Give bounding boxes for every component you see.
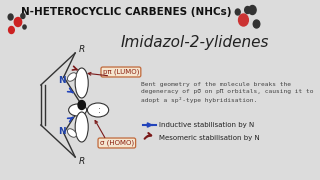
Circle shape — [245, 6, 250, 14]
Text: Inductive stabilisation by N: Inductive stabilisation by N — [159, 122, 254, 128]
Text: :: : — [98, 105, 101, 114]
Circle shape — [23, 25, 26, 29]
Circle shape — [14, 17, 22, 26]
Circle shape — [253, 20, 260, 28]
Text: Mesomeric stabilisation by N: Mesomeric stabilisation by N — [159, 135, 260, 141]
Circle shape — [238, 14, 248, 26]
Text: N: N — [58, 127, 66, 136]
Circle shape — [8, 14, 13, 20]
Text: Bent geometry of the molecule breaks the
degeneracy of pσ on pπ orbitals, causin: Bent geometry of the molecule breaks the… — [141, 82, 314, 102]
Text: N: N — [58, 75, 66, 84]
Ellipse shape — [68, 129, 76, 137]
FancyArrowPatch shape — [72, 66, 77, 70]
FancyArrowPatch shape — [145, 133, 151, 139]
Text: Imidazol-2-ylidenes: Imidazol-2-ylidenes — [120, 35, 269, 50]
Ellipse shape — [87, 103, 109, 117]
Text: R: R — [79, 44, 85, 53]
Circle shape — [9, 26, 14, 33]
Ellipse shape — [75, 112, 88, 142]
Circle shape — [235, 9, 240, 15]
Ellipse shape — [68, 104, 87, 116]
Text: σ (HOMO): σ (HOMO) — [100, 140, 134, 146]
Ellipse shape — [68, 73, 76, 81]
Circle shape — [78, 100, 85, 109]
Text: pπ (LUMO): pπ (LUMO) — [103, 69, 139, 75]
Circle shape — [249, 6, 256, 15]
Text: R: R — [79, 158, 85, 166]
Circle shape — [21, 14, 25, 19]
Text: N-HETEROCYCLIC CARBENES (NHCs): N-HETEROCYCLIC CARBENES (NHCs) — [21, 7, 232, 17]
Ellipse shape — [75, 68, 88, 98]
